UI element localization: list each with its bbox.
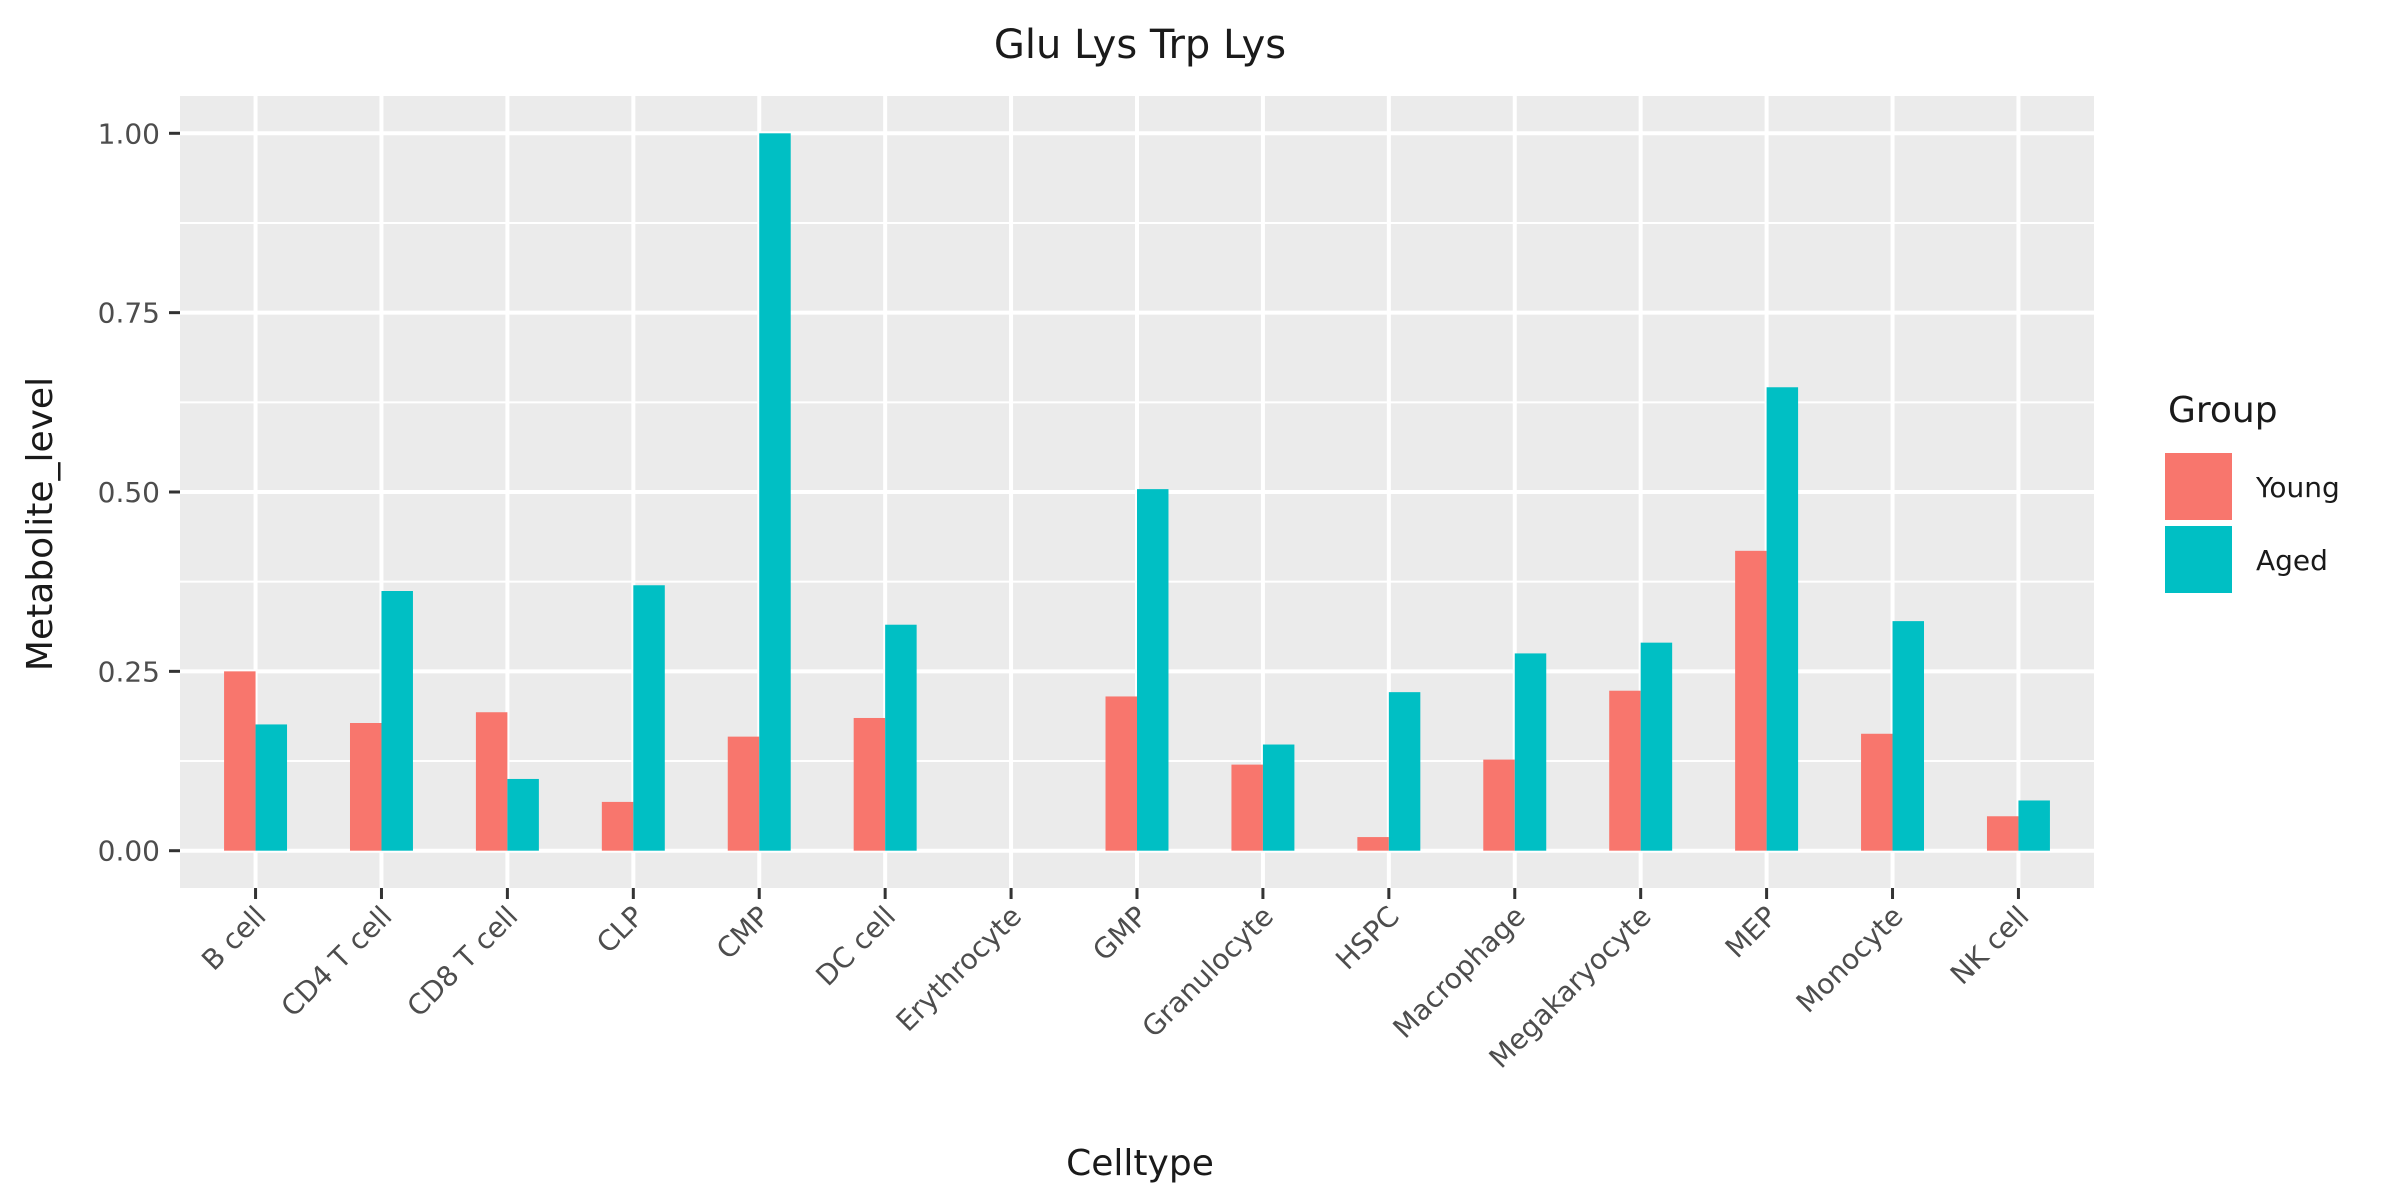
y-tick-label: 0.50 (98, 476, 160, 509)
bar-young (1735, 550, 1767, 851)
bar-aged (507, 778, 539, 851)
x-tick-label: NK cell (1944, 900, 2035, 991)
bar-aged (1388, 692, 1421, 851)
bar-young (1986, 816, 2019, 851)
bar-young (1861, 733, 1893, 851)
bar-young (1105, 696, 1137, 851)
bar-aged (2018, 800, 2050, 851)
x-tick-label: CD4 T cell (275, 900, 399, 1024)
chart-title: Glu Lys Trp Lys (994, 22, 1286, 68)
bar-young (1609, 690, 1641, 851)
bar-young (1483, 759, 1515, 851)
y-tick-label: 0.75 (98, 297, 160, 330)
bar-young (601, 801, 634, 851)
x-tick-label: Granulocyte (1136, 900, 1280, 1044)
bar-young (1357, 837, 1389, 851)
x-axis-title: Celltype (1066, 1143, 1214, 1184)
bar-aged (1137, 489, 1169, 851)
bar-aged (381, 591, 413, 851)
legend-key-young (2165, 453, 2232, 520)
x-tick-label: Monocyte (1790, 900, 1910, 1020)
bar-aged (1766, 387, 1799, 851)
bar-young (349, 723, 382, 851)
bar-young (475, 712, 508, 851)
bar-aged (1892, 621, 1925, 851)
x-tick-label: CD8 T cell (401, 900, 525, 1024)
bar-aged (633, 585, 665, 851)
bar-aged (1262, 744, 1295, 851)
x-axis: B cell CD4 T cell CD8 T cell CLP CMP DC cellE… (195, 888, 2035, 1075)
bar-young (727, 736, 760, 851)
y-tick-label: 1.00 (98, 117, 160, 150)
legend-title: Group (2168, 390, 2278, 431)
legend: Group Young Aged (2165, 390, 2340, 593)
bar-aged (255, 724, 288, 851)
x-tick-label: Erythrocyte (890, 900, 1028, 1038)
y-tick-label: 0.25 (98, 655, 160, 688)
legend-label-young: Young (2255, 471, 2340, 504)
x-tick-label: GMP (1086, 900, 1154, 968)
x-tick-label: CLP (590, 900, 650, 960)
bar-aged (759, 133, 791, 851)
x-tick-label: DC cell (809, 900, 902, 993)
x-tick-label: CMP (710, 900, 776, 966)
x-tick-label: HSPC (1329, 900, 1406, 977)
bar-young (1231, 764, 1263, 851)
x-tick-label: MEP (1719, 900, 1784, 965)
bar-aged (885, 624, 917, 851)
bar-young (224, 671, 256, 851)
x-tick-label: B cell (195, 900, 272, 977)
bar-young (853, 717, 886, 851)
bar-aged (1640, 642, 1673, 851)
bar-aged (1514, 653, 1547, 851)
y-tick-label: 0.00 (98, 835, 160, 868)
y-axis-title: Metabolite_level (20, 377, 61, 671)
bars (224, 133, 2050, 851)
legend-label-aged: Aged (2256, 544, 2328, 577)
y-axis: 0.00 0.25 0.50 0.75 1.00 (98, 117, 180, 868)
legend-key-aged (2165, 526, 2232, 593)
